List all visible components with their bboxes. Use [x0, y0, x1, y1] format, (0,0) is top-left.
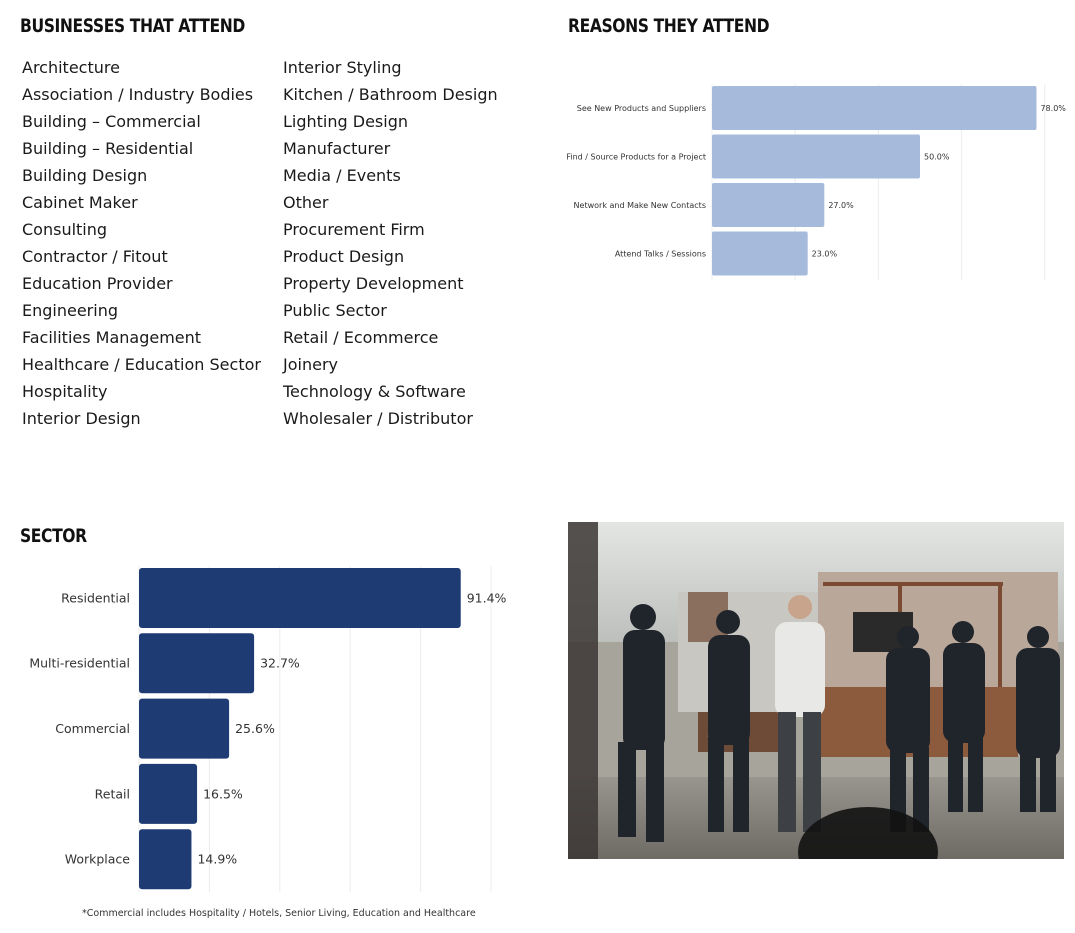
business-item: Public Sector: [283, 301, 387, 320]
sector-chart: Residential 91.4% Multi-residential 32.7% Co…: [29, 566, 507, 892]
business-item: Procurement Firm: [283, 220, 425, 239]
reasons-heading: REASONS THEY ATTEND: [568, 15, 770, 37]
sector-heading: SECTOR: [20, 525, 87, 547]
bar: [139, 633, 255, 694]
business-item: Education Provider: [22, 274, 173, 293]
business-item: Healthcare / Education Sector: [22, 355, 261, 374]
business-item: Association / Industry Bodies: [22, 85, 254, 104]
event-photo: [568, 522, 1064, 859]
value-label: 25.6%: [235, 721, 275, 736]
business-item: Interior Design: [22, 409, 141, 428]
category-label: Attend Talks / Sessions: [615, 249, 706, 258]
value-label: 50.0%: [924, 152, 950, 161]
value-label: 32.7%: [260, 656, 300, 671]
bar: [139, 568, 461, 628]
businesses-list-column-2: Interior Styling Kitchen / Bathroom Desig…: [283, 56, 498, 434]
business-item: Lighting Design: [283, 112, 408, 131]
value-label: 91.4%: [467, 590, 507, 605]
category-label: Commercial: [55, 721, 130, 736]
business-item: Manufacturer: [283, 139, 391, 158]
category-label: Find / Source Products for a Project: [566, 152, 706, 161]
business-item: Joinery: [283, 355, 338, 374]
business-item: Architecture: [22, 58, 120, 77]
businesses-heading: BUSINESSES THAT ATTEND: [20, 15, 245, 37]
business-item: Product Design: [283, 247, 405, 266]
value-label: 16.5%: [203, 786, 243, 801]
category-label: Multi-residential: [29, 656, 130, 671]
category-label: See New Products and Suppliers: [577, 104, 706, 113]
business-item: Technology & Software: [283, 382, 466, 401]
business-item: Consulting: [22, 220, 108, 239]
bar: [139, 829, 192, 890]
bar: [712, 134, 920, 179]
business-item: Hospitality: [22, 382, 108, 401]
businesses-list-column-1: Architecture Association / Industry Bodie…: [22, 56, 261, 434]
bar: [712, 231, 808, 276]
value-label: 27.0%: [828, 201, 854, 210]
expo-networking-photo-icon: [568, 522, 1064, 859]
business-item: Contractor / Fitout: [22, 247, 168, 266]
value-label: 23.0%: [812, 249, 838, 258]
business-item: Facilities Management: [22, 328, 202, 347]
bar: [712, 86, 1037, 130]
bar: [139, 698, 230, 759]
business-item: Building Design: [22, 166, 148, 185]
business-item: Wholesaler / Distributor: [283, 409, 473, 428]
bar: [139, 763, 198, 824]
business-item: Building – Commercial: [22, 112, 201, 131]
category-label: Workplace: [65, 852, 131, 867]
business-item: Cabinet Maker: [22, 193, 138, 212]
business-item: Kitchen / Bathroom Design: [283, 85, 498, 104]
business-item: Building – Residential: [22, 139, 194, 158]
category-label: Retail: [95, 786, 130, 801]
category-label: Network and Make New Contacts: [574, 201, 706, 210]
business-item: Media / Events: [283, 166, 401, 185]
business-item: Other: [283, 193, 329, 212]
category-label: Residential: [61, 590, 130, 605]
value-label: 14.9%: [197, 852, 237, 867]
bar: [712, 183, 825, 227]
business-item: Interior Styling: [283, 58, 402, 77]
business-item: Engineering: [22, 301, 118, 320]
sector-footnote: *Commercial includes Hospitality / Hotel…: [82, 908, 476, 919]
business-item: Retail / Ecommerce: [283, 328, 439, 347]
value-label: 78.0%: [1040, 104, 1066, 113]
business-item: Property Development: [283, 274, 464, 293]
reasons-chart: See New Products and Suppliers 78.0% Find …: [566, 84, 1066, 280]
